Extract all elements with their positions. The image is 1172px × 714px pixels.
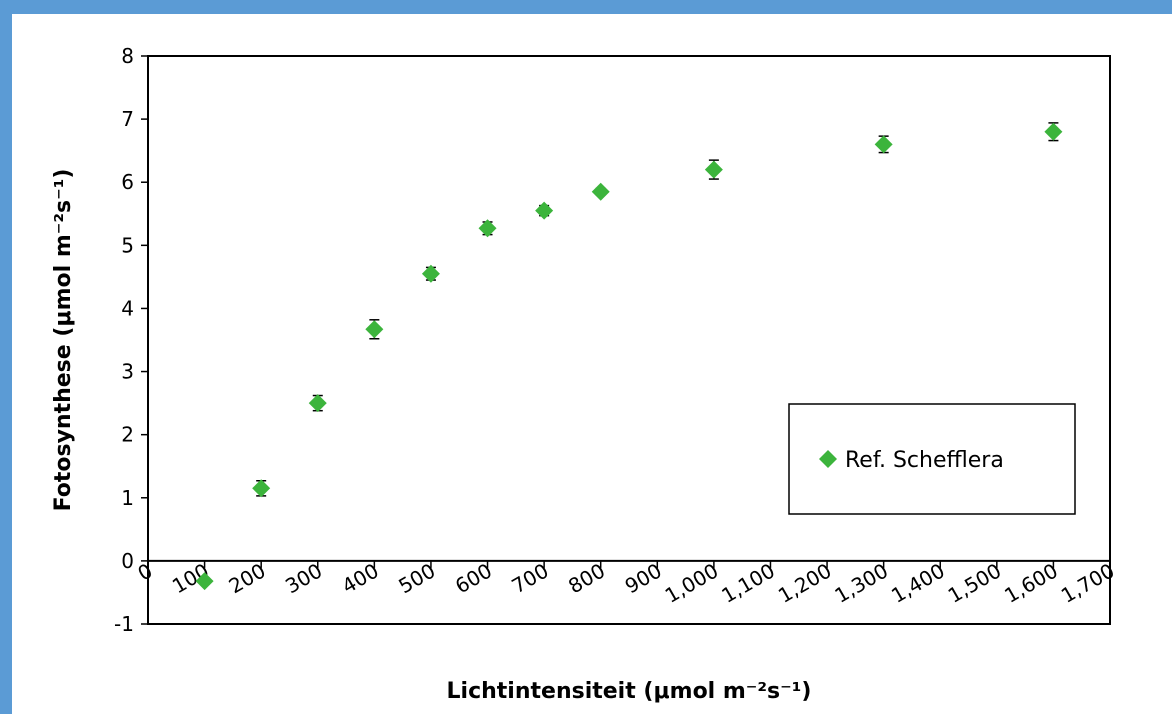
x-axis-ticks: 0 100 200 300 400 500 600 700 800 9001,0001,1001,… — [133, 558, 1118, 607]
x-tick-label: 0 — [133, 558, 156, 585]
data-point — [308, 394, 327, 413]
data-point — [252, 479, 271, 498]
y-tick-label: 8 — [121, 44, 134, 68]
data-point — [591, 182, 610, 201]
x-axis-title: Lichtintensiteit (μmol m⁻²s⁻¹) — [447, 679, 812, 704]
legend: Ref. Schefflera — [788, 403, 1076, 515]
x-tick-label: 600 — [451, 558, 496, 598]
y-tick-label: 0 — [121, 549, 134, 573]
x-tick-label: 1,100 — [717, 558, 779, 607]
x-tick-label: 1,500 — [944, 558, 1006, 607]
data-point — [195, 572, 214, 591]
y-tick-label: -1 — [114, 612, 134, 636]
x-tick-label: 700 — [508, 558, 553, 598]
legend-label: Ref. Schefflera — [845, 448, 1004, 473]
plot-area-frame — [147, 55, 1111, 625]
chart-background: -1 0 1 2 3 4 5 6 7 8 0 100 200 300 400 500 600 700 800 900… — [12, 14, 1172, 714]
y-tick-label: 6 — [121, 170, 134, 194]
data-point — [421, 264, 440, 283]
data-point — [704, 160, 723, 179]
x-tick-label: 200 — [225, 558, 270, 598]
data-points — [195, 122, 1063, 591]
data-point — [1044, 122, 1063, 141]
y-tick-label: 3 — [121, 360, 134, 384]
x-tick-label: 1,400 — [887, 558, 949, 607]
data-point — [365, 320, 384, 339]
y-axis-ticks: -1 0 1 2 3 4 5 6 7 8 — [114, 44, 148, 636]
y-axis-title: Fotosynthese (μmol m⁻²s⁻¹) — [51, 169, 76, 512]
x-tick-label: 400 — [338, 558, 383, 598]
data-point — [874, 135, 893, 154]
y-tick-label: 2 — [121, 423, 134, 447]
x-tick-label: 1,300 — [831, 558, 893, 607]
x-tick-label: 300 — [281, 558, 326, 598]
data-point — [535, 201, 554, 220]
y-tick-label: 1 — [121, 486, 134, 510]
x-tick-label: 900 — [621, 558, 666, 598]
x-tick-label: 500 — [394, 558, 439, 598]
x-tick-label: 800 — [564, 558, 609, 598]
data-point — [478, 219, 497, 238]
x-tick-label: 1,000 — [661, 558, 723, 607]
y-tick-label: 4 — [121, 296, 134, 320]
x-tick-label: 1,200 — [774, 558, 836, 607]
y-tick-label: 7 — [121, 107, 134, 131]
legend-marker-diamond — [819, 450, 837, 468]
y-tick-label: 5 — [121, 233, 134, 257]
x-tick-label: 1,600 — [1000, 558, 1062, 607]
